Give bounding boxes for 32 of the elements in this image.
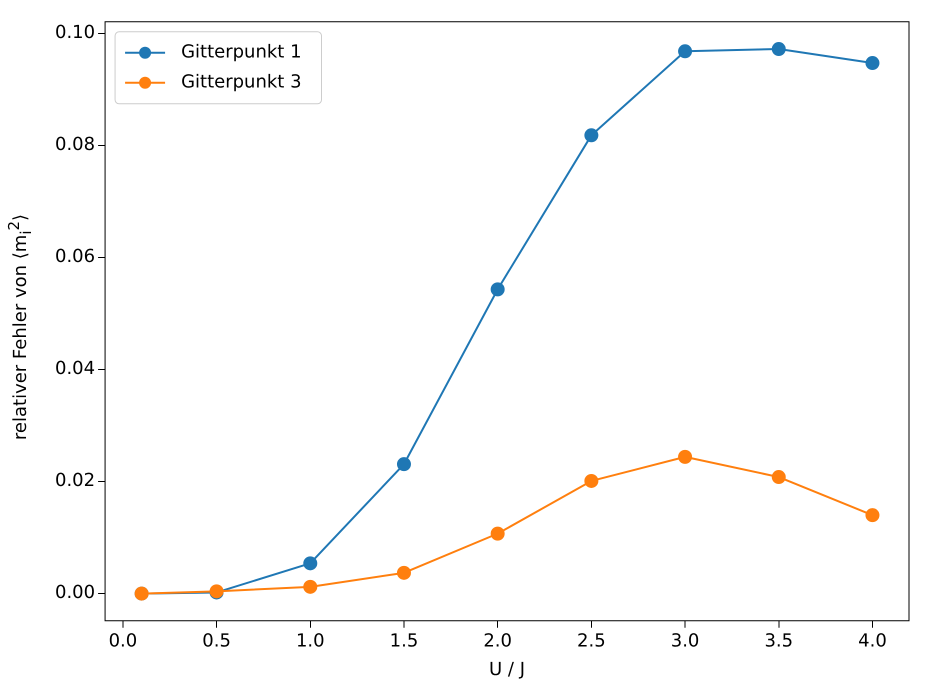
point [865, 508, 880, 522]
point [584, 128, 598, 142]
point [772, 470, 786, 484]
y-tick-label: 0.00 [55, 582, 96, 604]
x-axis-title: U / J [489, 658, 526, 680]
y-tick-label: 0.06 [55, 246, 96, 268]
point [396, 566, 411, 580]
x-tick-label: 2.5 [577, 630, 606, 652]
legend-label: Gitterpunkt 1 [181, 41, 302, 62]
point [303, 580, 318, 594]
y-tick-label: 0.08 [55, 134, 96, 156]
x-tick-label: 1.0 [296, 630, 325, 652]
y-tick-label: 0.02 [55, 470, 96, 492]
point [772, 42, 786, 56]
y-tick-label: 0.10 [55, 22, 96, 44]
point [303, 556, 318, 570]
point [396, 457, 411, 472]
legend-label: Gitterpunkt 3 [181, 71, 302, 92]
point [678, 450, 692, 464]
x-tick-label: 3.5 [764, 630, 794, 652]
point [490, 526, 505, 541]
x-tick-label: 3.0 [670, 630, 700, 652]
point [678, 44, 692, 58]
point [490, 282, 505, 296]
y-tick-label: 0.04 [55, 358, 96, 380]
point [584, 474, 598, 488]
x-tick-label: 0.5 [202, 630, 231, 652]
x-tick-label: 0.0 [108, 630, 138, 652]
x-tick-label: 4.0 [858, 630, 887, 652]
x-tick-label: 2.0 [483, 630, 512, 652]
x-tick-label: 1.5 [390, 630, 418, 652]
point [865, 56, 880, 70]
